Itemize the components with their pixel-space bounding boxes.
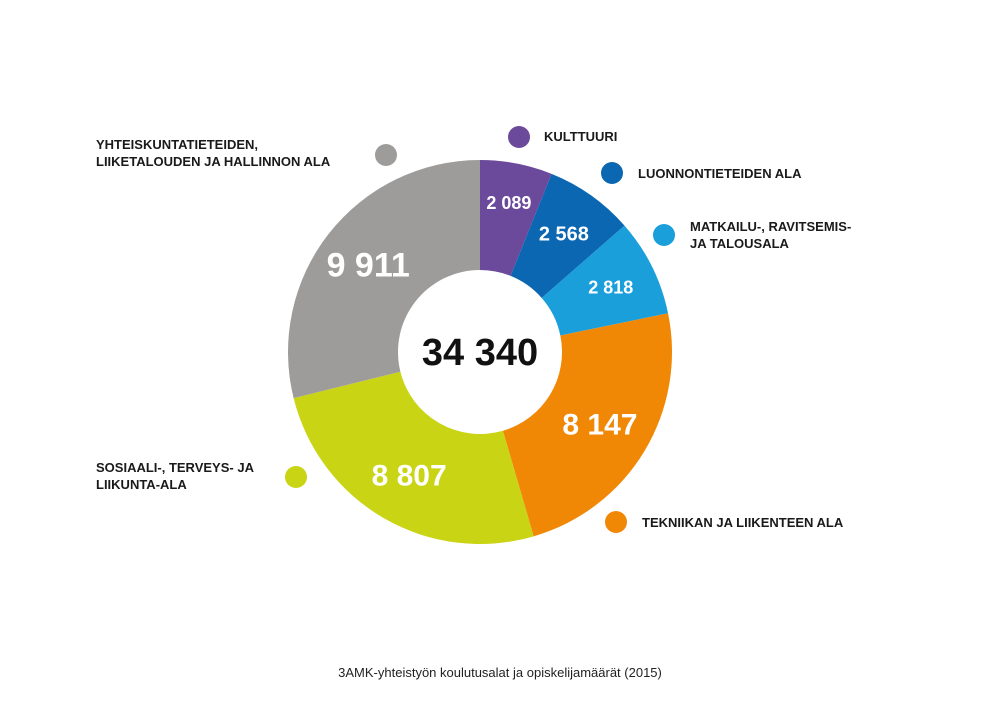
- legend-label-3: MATKAILU-, RAVITSEMIS-JA TALOUSALA: [690, 219, 851, 251]
- legend-label-6: YHTEISKUNTATIETEIDEN, LIIKETALOUDEN JA HA…: [96, 137, 331, 169]
- total-label: 34 340: [422, 332, 538, 374]
- slice-value-1: 2 089: [486, 193, 531, 213]
- legend-label-2: LUONNONTIETEIDEN ALA: [638, 166, 802, 181]
- slice-value-6: 9 911: [327, 246, 410, 284]
- legend-label-1: KULTTUURI: [544, 129, 617, 144]
- legend-dot-1: [508, 126, 530, 148]
- legend-label-4: TEKNIIKAN JA LIIKENTEEN ALA: [642, 515, 844, 530]
- slice-value-5: 8 807: [372, 460, 447, 493]
- legend: KULTTUURI LUONNONTIETEIDEN ALA MATKAILU-, …: [96, 126, 851, 533]
- slice-value-3: 2 818: [588, 277, 633, 297]
- chart-caption: 3AMK-yhteistyön koulutusalat ja opiskeli…: [338, 665, 662, 680]
- slice-2: [510, 173, 625, 299]
- legend-dot-4: [605, 511, 627, 533]
- slice-4: [502, 313, 672, 537]
- slice-1: [480, 160, 552, 276]
- legend-label-5: SOSIAALI-, TERVEYS- JA LIIKUNTA-ALA: [96, 460, 255, 492]
- slice-value-2: 2 568: [539, 224, 589, 246]
- slice-value-4: 8 147: [562, 409, 637, 442]
- legend-dot-3: [653, 224, 675, 246]
- legend-dot-6: [375, 144, 397, 166]
- legend-dot-2: [601, 162, 623, 184]
- slice-5: [293, 371, 534, 544]
- slice-6: [288, 160, 480, 399]
- slice-values: 2 089 2 568 2 818 8 147 8 807 9 911: [327, 193, 638, 492]
- legend-dot-5: [285, 466, 307, 488]
- donut-slices: [288, 160, 672, 544]
- slice-3: [541, 225, 669, 336]
